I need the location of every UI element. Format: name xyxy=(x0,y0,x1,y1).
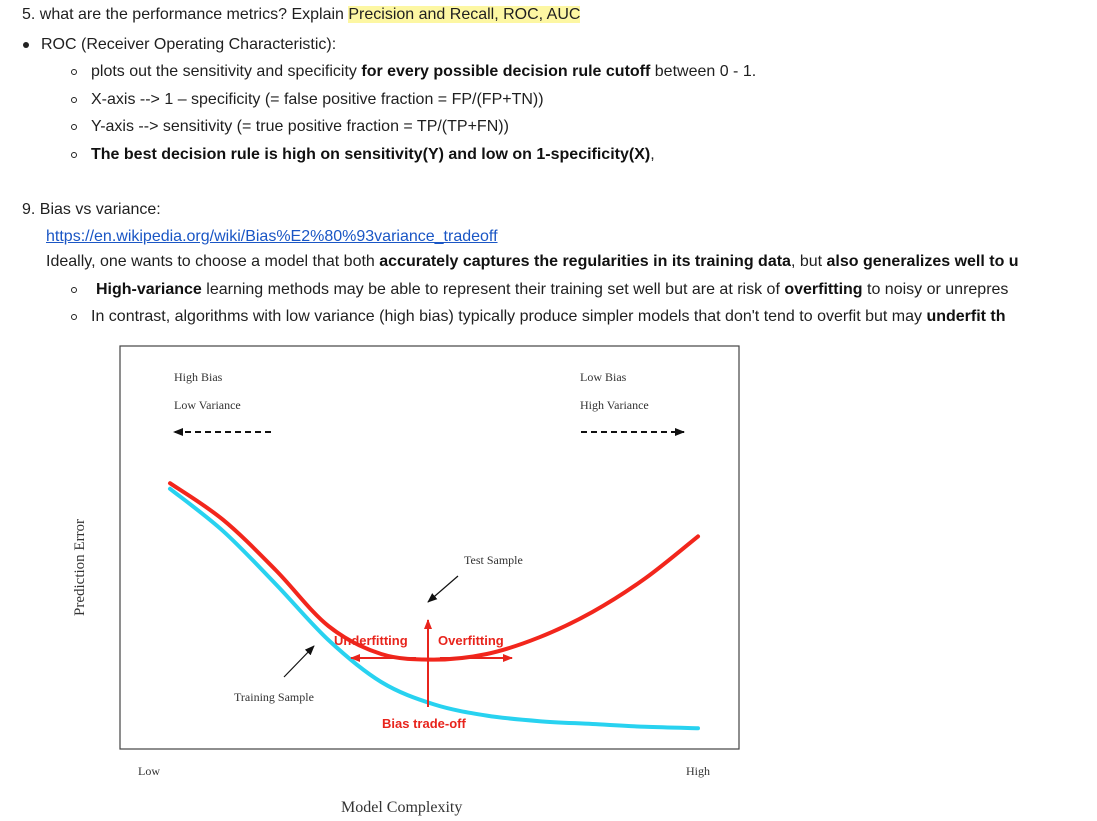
roc-item-4-bold: The best decision rule is high on sensit… xyxy=(91,146,651,163)
x-high-label: High xyxy=(686,764,710,778)
ideal-bold-b: accurately captures the regularities in … xyxy=(379,253,791,270)
ideal-text-a: Ideally, one wants to choose a model tha… xyxy=(46,253,380,270)
training-sample-pointer xyxy=(283,645,315,678)
high-variance-line: High-variance learning methods may be ab… xyxy=(96,279,1008,301)
bullet-circle xyxy=(71,152,77,158)
lv-bold: underfit th xyxy=(926,308,1006,325)
bullet-circle xyxy=(71,69,77,75)
ideal-line: Ideally, one wants to choose a model tha… xyxy=(46,251,1019,273)
training-sample-label: Training Sample xyxy=(234,690,314,704)
bullet-disc xyxy=(23,42,29,48)
hv-text-a: learning methods may be able to represen… xyxy=(201,281,785,298)
roc-item-4-tail: , xyxy=(650,146,655,163)
lv-text: In contrast, algorithms with low varianc… xyxy=(91,308,927,325)
ideal-bold-d: also generalizes well to u xyxy=(826,253,1019,270)
test-sample-curve xyxy=(168,481,700,662)
roc-item-4: The best decision rule is high on sensit… xyxy=(91,144,655,166)
low-variance-line: In contrast, algorithms with low varianc… xyxy=(91,306,1006,328)
underfitting-label: Underfitting xyxy=(334,633,408,648)
high-variance-label: High Variance xyxy=(580,398,649,412)
wiki-link-line: https://en.wikipedia.org/wiki/Bias%E2%80… xyxy=(46,226,498,248)
hv-bold-overfitting: overfitting xyxy=(784,281,863,298)
q5-prefix: 5. what are the performance metrics? Exp… xyxy=(22,6,349,23)
y-axis-label: Prediction Error xyxy=(72,519,88,616)
tradeoff-label: Bias trade-off xyxy=(382,716,466,731)
roc-item-2: X-axis --> 1 – specificity (= false posi… xyxy=(91,91,544,108)
hv-text-b: to noisy or unrepres xyxy=(862,281,1009,298)
roc-heading: ROC (Receiver Operating Characteristic): xyxy=(41,36,337,53)
test-sample-label: Test Sample xyxy=(464,553,523,567)
low-variance-label: Low Variance xyxy=(174,398,241,412)
ideal-text-c: , but xyxy=(790,253,827,270)
bullet-circle xyxy=(71,287,77,293)
roc-item-3: Y-axis --> sensitivity (= true positive … xyxy=(91,118,509,135)
high-bias-label: High Bias xyxy=(174,370,223,384)
bullet-circle xyxy=(71,314,77,320)
overfitting-label: Overfitting xyxy=(438,633,504,648)
q9-heading: 9. Bias vs variance: xyxy=(22,201,161,218)
low-bias-label: Low Bias xyxy=(580,370,627,384)
q5-heading: 5. what are the performance metrics? Exp… xyxy=(22,4,581,26)
bias-variance-figure: High Bias Low Variance Low Bias High Var… xyxy=(66,340,746,816)
q5-highlight: Precision and Recall, ROC, AUC xyxy=(348,6,581,23)
x-axis-label: Model Complexity xyxy=(341,799,462,816)
bullet-circle xyxy=(71,97,77,103)
bullet-circle xyxy=(71,124,77,130)
roc-item-1-bold: for every possible decision rule cutoff xyxy=(361,63,651,80)
hv-bold: High-variance xyxy=(96,281,202,298)
test-sample-pointer xyxy=(427,575,459,603)
x-low-label: Low xyxy=(138,764,160,778)
roc-item-1-text: plots out the sensitivity and specificit… xyxy=(91,63,362,80)
roc-item-1: plots out the sensitivity and specificit… xyxy=(91,61,756,83)
roc-item-1-tail: between 0 - 1. xyxy=(650,63,757,80)
wiki-link[interactable]: https://en.wikipedia.org/wiki/Bias%E2%80… xyxy=(46,228,498,245)
plot-frame xyxy=(119,345,740,750)
bias-variance-chart: High Bias Low Variance Low Bias High Var… xyxy=(72,345,740,816)
